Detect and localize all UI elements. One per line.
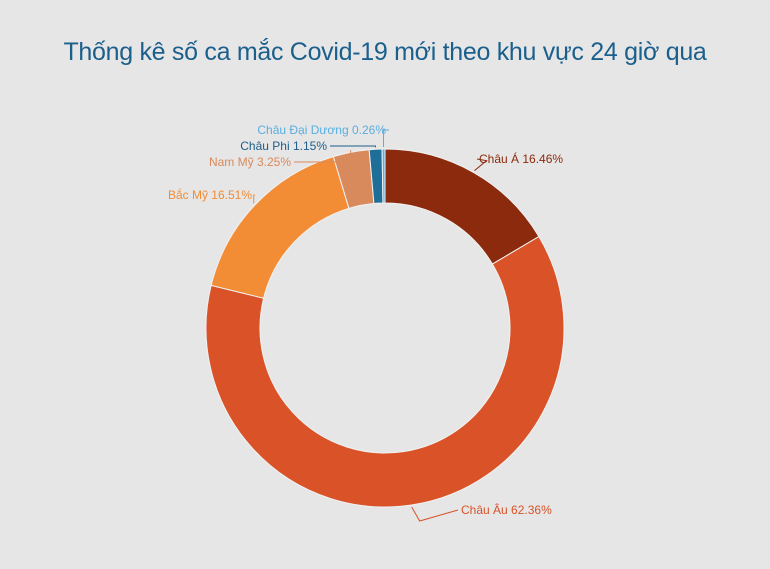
leader-line-0 [474,158,488,172]
donut-slice-1 [205,235,565,508]
slice-label-0: Châu Á 16.46% [479,151,563,166]
leader-line-4 [330,145,377,148]
donut-slice-0 [384,148,540,265]
leader-line-2 [253,194,255,204]
leader-line-5 [383,129,389,148]
donut-slice-2 [210,155,350,299]
slice-label-3: Nam Mỹ 3.25% [209,155,291,169]
leader-line-3 [294,150,352,163]
slice-label-2: Bắc Mỹ 16.51% [168,187,252,202]
donut-slice-5 [381,148,386,204]
slice-label-1: Châu Âu 62.36% [461,502,552,517]
slice-label-4: Châu Phi 1.15% [240,139,327,153]
slice-label-5: Châu Đại Dương 0.26% [257,123,386,137]
leader-line-1 [411,506,459,522]
chart-title: Thống kê số ca mắc Covid-19 mới theo khu… [63,38,707,66]
